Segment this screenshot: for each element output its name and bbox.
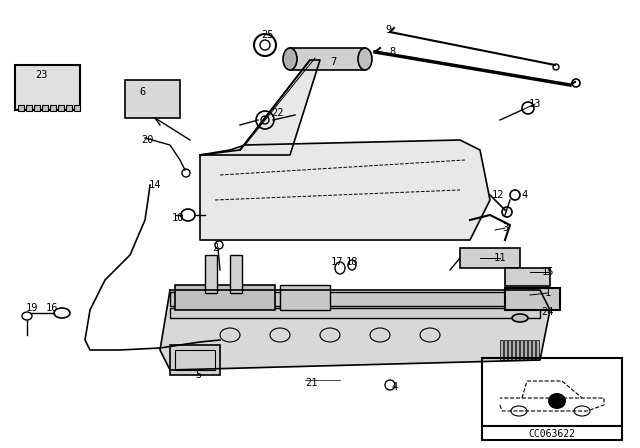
Text: 1: 1 xyxy=(545,288,551,298)
Text: 22: 22 xyxy=(272,108,284,118)
Text: 4: 4 xyxy=(522,190,528,200)
Bar xyxy=(34,105,40,111)
Text: 20: 20 xyxy=(141,135,154,145)
Bar xyxy=(280,285,330,310)
Bar xyxy=(18,105,24,111)
Bar xyxy=(205,255,217,293)
Bar xyxy=(505,268,550,286)
Bar xyxy=(504,340,507,360)
Text: 12: 12 xyxy=(492,190,504,200)
Bar xyxy=(66,105,72,111)
Bar xyxy=(175,285,275,310)
Text: 19: 19 xyxy=(26,303,38,313)
Bar xyxy=(505,288,560,310)
Polygon shape xyxy=(160,290,550,370)
Ellipse shape xyxy=(548,393,566,409)
Text: 3: 3 xyxy=(502,223,508,233)
Text: 23: 23 xyxy=(36,70,48,80)
Bar xyxy=(170,308,540,318)
Bar xyxy=(50,105,56,111)
Bar xyxy=(170,345,220,375)
Bar xyxy=(290,48,365,70)
Ellipse shape xyxy=(283,48,297,70)
Polygon shape xyxy=(200,140,490,240)
Bar xyxy=(520,340,523,360)
Text: 14: 14 xyxy=(148,180,161,190)
Bar xyxy=(500,340,503,360)
Ellipse shape xyxy=(358,48,372,70)
Text: 7: 7 xyxy=(330,57,336,67)
Bar xyxy=(74,105,80,111)
Text: 11: 11 xyxy=(493,253,506,263)
Text: 9: 9 xyxy=(385,25,391,35)
Ellipse shape xyxy=(512,314,528,322)
Text: 10: 10 xyxy=(172,213,184,223)
Text: 6: 6 xyxy=(139,87,145,97)
Text: 24: 24 xyxy=(541,307,554,317)
Text: 16: 16 xyxy=(45,303,58,313)
Text: 2: 2 xyxy=(212,243,218,253)
Bar xyxy=(230,255,242,293)
Text: 17: 17 xyxy=(331,257,343,267)
Bar xyxy=(26,105,32,111)
Bar xyxy=(42,105,48,111)
Text: 5: 5 xyxy=(195,370,201,380)
Bar xyxy=(15,65,80,110)
Bar xyxy=(58,105,64,111)
Bar xyxy=(175,350,215,370)
Bar xyxy=(508,340,511,360)
Text: 21: 21 xyxy=(306,378,318,388)
Bar xyxy=(528,340,531,360)
Text: 25: 25 xyxy=(262,30,275,40)
Text: 4: 4 xyxy=(392,382,398,392)
Polygon shape xyxy=(200,60,320,155)
Text: 15: 15 xyxy=(541,267,554,277)
Bar xyxy=(536,340,539,360)
Bar xyxy=(516,340,519,360)
Text: 8: 8 xyxy=(389,47,395,57)
Text: 13: 13 xyxy=(529,99,541,109)
Bar xyxy=(170,292,540,306)
Bar xyxy=(125,80,180,118)
Bar xyxy=(482,358,622,440)
Bar xyxy=(460,248,520,268)
Text: CC063622: CC063622 xyxy=(529,429,575,439)
Bar xyxy=(532,340,535,360)
Bar xyxy=(512,340,515,360)
Bar xyxy=(524,340,527,360)
Text: 18: 18 xyxy=(346,257,358,267)
